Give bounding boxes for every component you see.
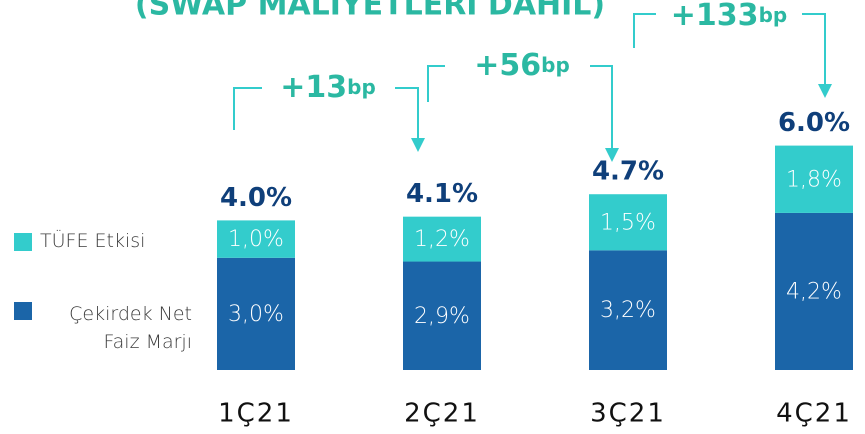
arrowhead bbox=[411, 138, 425, 152]
annotation: +56bp bbox=[474, 48, 570, 83]
connector bbox=[395, 87, 419, 140]
connectors bbox=[233, 13, 826, 150]
legend-label: Çekirdek Net Faiz Marjı bbox=[69, 303, 192, 353]
value-label: 3,2% bbox=[600, 298, 656, 323]
value-label: 2,9% bbox=[414, 304, 470, 329]
value-label: 1,8% bbox=[786, 167, 842, 192]
connector bbox=[590, 65, 613, 150]
annotation-unit: bp bbox=[347, 75, 376, 99]
legend-swatch bbox=[14, 302, 32, 320]
value-label: 1,5% bbox=[600, 210, 656, 235]
x-tick-label: 4Ç21 bbox=[776, 399, 852, 429]
connector bbox=[633, 13, 656, 48]
bar-segment bbox=[403, 261, 481, 370]
bar-segment bbox=[589, 250, 667, 370]
annotation-value: +13 bbox=[280, 70, 347, 105]
value-label: 3,0% bbox=[228, 302, 284, 327]
total-label: 4.7% bbox=[592, 157, 664, 187]
x-tick-label: 3Ç21 bbox=[590, 399, 666, 429]
connector bbox=[802, 13, 826, 86]
bar-segment bbox=[403, 216, 481, 262]
connector bbox=[233, 87, 262, 130]
arrowhead bbox=[818, 84, 832, 98]
arrowheads bbox=[411, 84, 832, 162]
annotation-unit: bp bbox=[541, 53, 570, 77]
arrowhead bbox=[605, 148, 619, 162]
bar-segment bbox=[775, 145, 853, 213]
value-label: 1,0% bbox=[228, 227, 284, 252]
annotation-value: +56 bbox=[474, 48, 541, 83]
annotation-unit: bp bbox=[759, 3, 788, 27]
x-tick-label: 1Ç21 bbox=[218, 399, 294, 429]
legend-swatch bbox=[14, 233, 32, 251]
bar-segment bbox=[217, 257, 295, 370]
total-label: 4.1% bbox=[406, 179, 478, 209]
annotation: +133bp bbox=[671, 0, 787, 33]
x-tick-label: 2Ç21 bbox=[404, 399, 480, 429]
total-label: 6.0% bbox=[778, 108, 850, 138]
bar-segment bbox=[775, 212, 853, 370]
bar-segment bbox=[217, 220, 295, 258]
legend-label: TÜFE Etkisi bbox=[40, 230, 146, 252]
annotation-value: +133 bbox=[671, 0, 759, 33]
chart-title: (SWAP MALİYETLERİ DAHİL) bbox=[135, 0, 605, 23]
value-label: 1,2% bbox=[414, 227, 470, 252]
total-label: 4.0% bbox=[220, 183, 292, 213]
annotation: +13bp bbox=[280, 70, 376, 105]
value-label: 4,2% bbox=[786, 279, 842, 304]
connector bbox=[427, 65, 445, 102]
bar-segment bbox=[589, 194, 667, 251]
